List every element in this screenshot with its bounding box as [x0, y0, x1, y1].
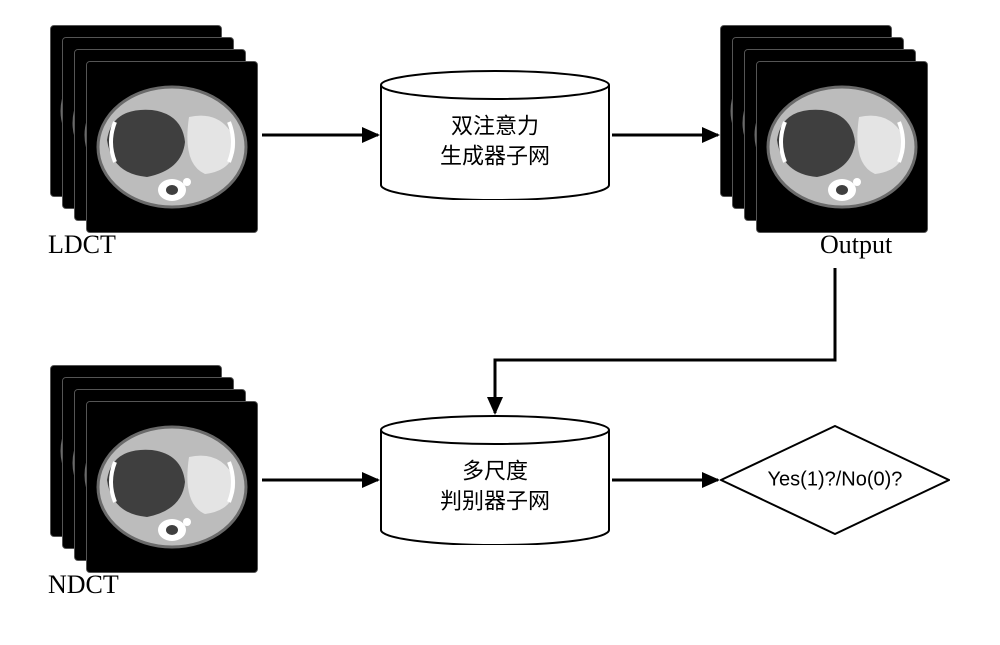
decision-block: Yes(1)?/No(0)?	[720, 425, 950, 535]
discriminator-block: 多尺度 判别器子网	[380, 415, 610, 545]
ct-slice	[756, 61, 928, 233]
ldct-stack	[50, 25, 260, 235]
ndct-caption: NDCT	[48, 570, 119, 600]
ndct-stack	[50, 365, 260, 575]
ldct-caption: LDCT	[48, 230, 116, 260]
output-stack	[720, 25, 930, 235]
ct-slice	[86, 401, 258, 573]
output-caption: Output	[820, 230, 892, 260]
ct-slice	[86, 61, 258, 233]
generator-block: 双注意力 生成器子网	[380, 70, 610, 200]
diagram-canvas: LDCT Output NDCT 双注意力 生成器子网 多尺度 判别器子网 Ye…	[0, 0, 1000, 645]
